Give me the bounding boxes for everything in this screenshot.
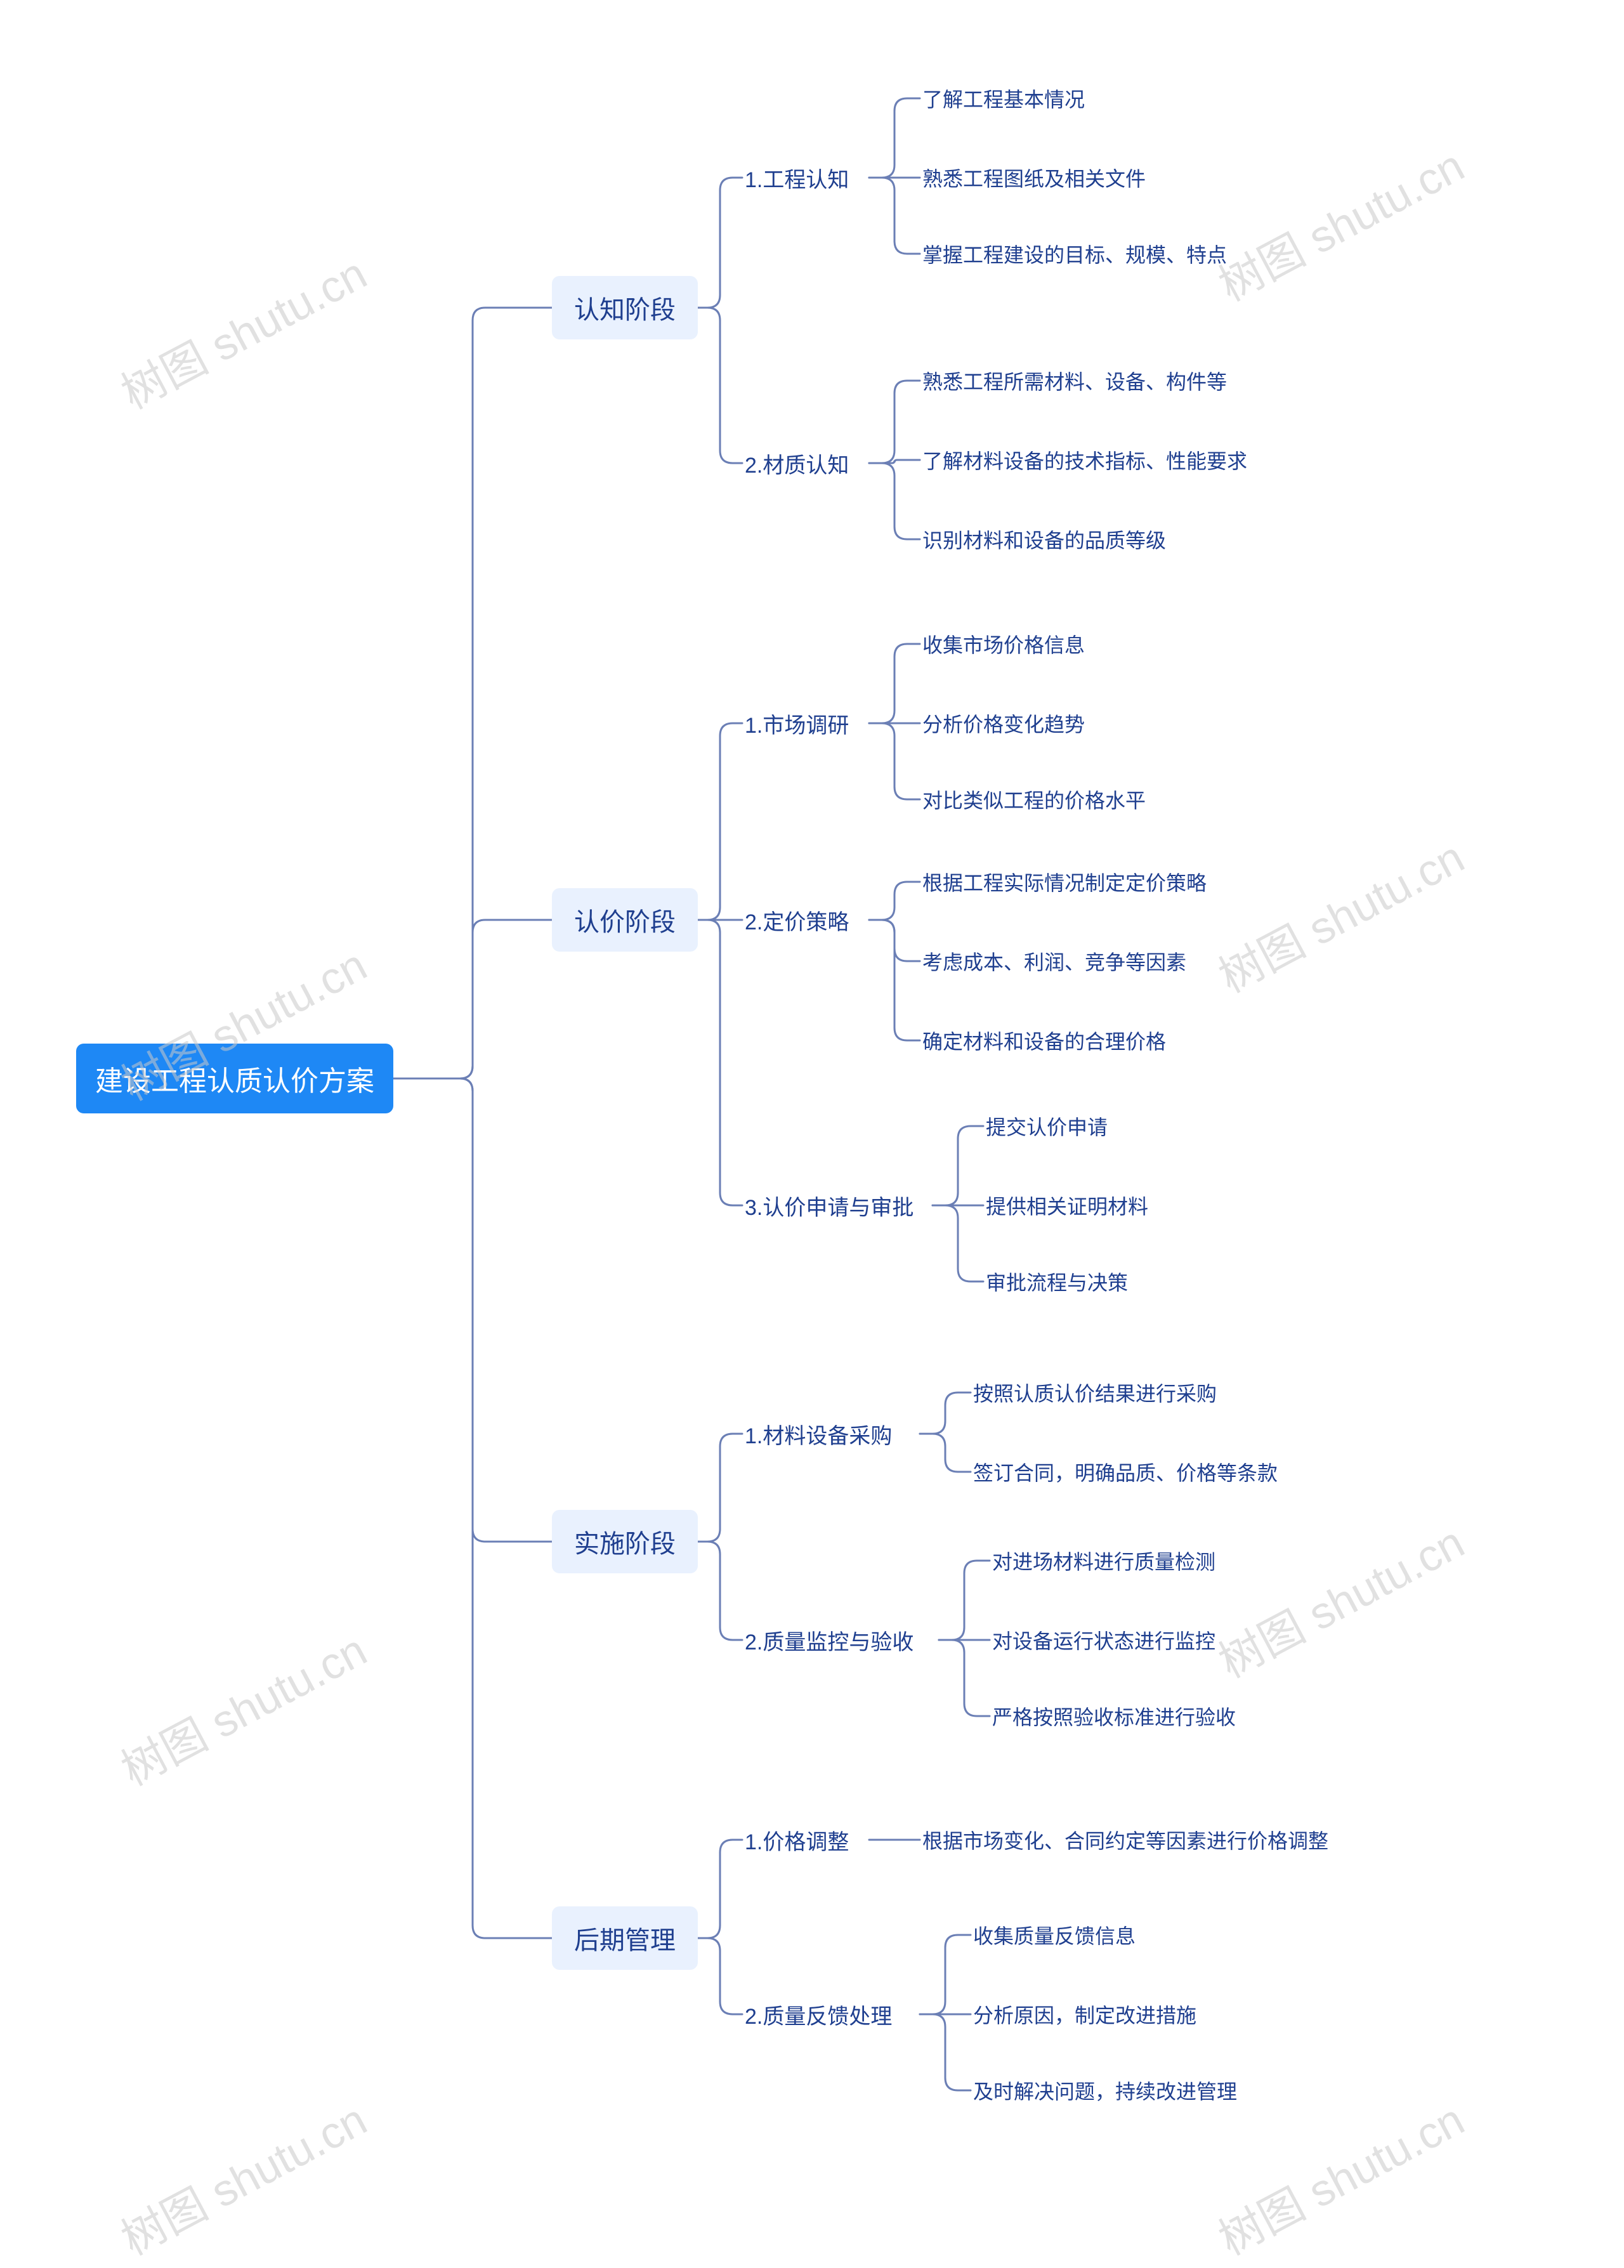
watermark: 树图 shutu.cn <box>108 239 376 421</box>
watermark: 树图 shutu.cn <box>108 1615 376 1798</box>
sub-node: 3.认价申请与审批 <box>742 1186 933 1224</box>
leaf-node: 根据工程实际情况制定定价策略 <box>920 866 1288 898</box>
leaf-node: 对比类似工程的价格水平 <box>920 783 1250 815</box>
leaf-node: 收集质量反馈信息 <box>971 1919 1250 1951</box>
phase-node: 认价阶段 <box>552 888 698 952</box>
leaf-node: 按照认质认价结果进行采购 <box>971 1377 1313 1408</box>
watermark: 树图 shutu.cn <box>1206 822 1474 1005</box>
phase-node: 后期管理 <box>552 1906 698 1970</box>
leaf-node: 考虑成本、利润、竞争等因素 <box>920 945 1275 977</box>
leaf-node: 根据市场变化、合同约定等因素进行价格调整 <box>920 1824 1402 1856</box>
leaf-node: 签订合同，明确品质、价格等条款 <box>971 1456 1351 1488</box>
leaf-node: 熟悉工程图纸及相关文件 <box>920 162 1250 193</box>
leaf-node: 严格按照验收标准进行验收 <box>990 1700 1332 1732</box>
leaf-node: 确定材料和设备的合理价格 <box>920 1025 1262 1056</box>
sub-node: 1.价格调整 <box>742 1821 869 1859</box>
leaf-node: 提交认价申请 <box>983 1110 1212 1142</box>
sub-node: 1.市场调研 <box>742 704 869 742</box>
leaf-node: 对设备运行状态进行监控 <box>990 1624 1320 1656</box>
leaf-node: 识别材料和设备的品质等级 <box>920 523 1275 555</box>
leaf-node: 分析原因，制定改进措施 <box>971 1998 1288 2030</box>
leaf-node: 收集市场价格信息 <box>920 628 1186 660</box>
sub-node: 2.定价策略 <box>742 901 869 939</box>
phase-node: 认知阶段 <box>552 276 698 339</box>
leaf-node: 审批流程与决策 <box>983 1266 1237 1297</box>
phase-node: 实施阶段 <box>552 1510 698 1573</box>
watermark: 树图 shutu.cn <box>1206 131 1474 313</box>
leaf-node: 熟悉工程所需材料、设备、构件等 <box>920 365 1313 397</box>
sub-node: 1.工程认知 <box>742 159 869 197</box>
sub-node: 1.材料设备采购 <box>742 1415 920 1453</box>
connector-layer <box>0 0 1624 2236</box>
leaf-node: 了解材料设备的技术指标、性能要求 <box>920 444 1326 476</box>
leaf-node: 及时解决问题，持续改进管理 <box>971 2075 1326 2106</box>
mindmap-canvas: 建设工程认质认价方案 认知阶段 1.工程认知 了解工程基本情况熟悉工程图纸及相关文件掌… <box>0 0 1624 2236</box>
leaf-node: 提供相关证明材料 <box>983 1190 1250 1221</box>
sub-node: 2.质量反馈处理 <box>742 1995 920 2033</box>
watermark: 树图 shutu.cn <box>108 2085 376 2267</box>
root-node: 建设工程认质认价方案 <box>76 1044 393 1113</box>
watermark: 树图 shutu.cn <box>1206 2085 1474 2267</box>
sub-node: 2.质量监控与验收 <box>742 1621 939 1659</box>
watermark: 树图 shutu.cn <box>1206 1507 1474 1690</box>
sub-node: 2.材质认知 <box>742 444 869 482</box>
leaf-node: 分析价格变化趋势 <box>920 707 1186 739</box>
leaf-node: 了解工程基本情况 <box>920 82 1250 114</box>
leaf-node: 对进场材料进行质量检测 <box>990 1545 1320 1576</box>
leaf-node: 掌握工程建设的目标、规模、特点 <box>920 238 1313 270</box>
